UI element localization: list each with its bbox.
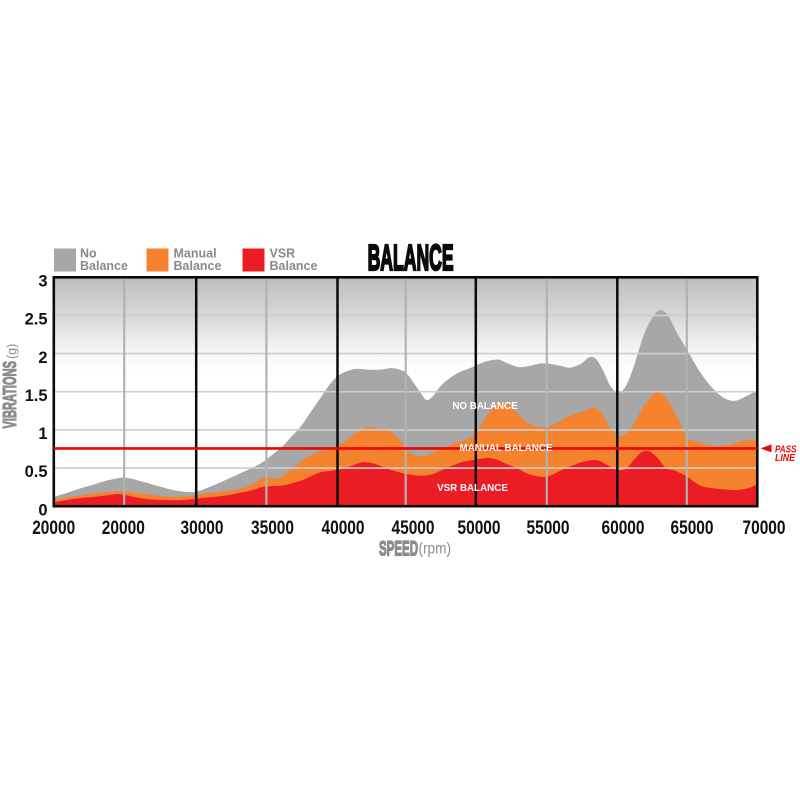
svg-text:SPEED: SPEED (379, 538, 418, 561)
svg-text:VSR BALANCE: VSR BALANCE (437, 483, 508, 494)
svg-text:VIBRATIONS: VIBRATIONS (0, 361, 20, 429)
svg-text:60000: 60000 (602, 518, 645, 539)
svg-text:NO BALANCE: NO BALANCE (452, 401, 518, 412)
svg-text:0: 0 (38, 501, 47, 519)
svg-text:45000: 45000 (392, 518, 435, 539)
svg-text:2: 2 (38, 349, 47, 367)
svg-text:40000: 40000 (322, 518, 365, 539)
svg-text:(rpm): (rpm) (419, 541, 452, 558)
svg-text:Balance: Balance (80, 259, 128, 273)
svg-text:VSR: VSR (270, 246, 296, 260)
svg-text:Balance: Balance (174, 259, 222, 273)
svg-text:1: 1 (38, 425, 47, 443)
svg-text:70000: 70000 (743, 518, 786, 539)
svg-text:2.5: 2.5 (25, 311, 48, 329)
svg-text:Manual: Manual (174, 246, 217, 260)
svg-text:65000: 65000 (671, 518, 714, 539)
svg-text:30000: 30000 (181, 518, 224, 539)
svg-text:(g): (g) (5, 344, 19, 359)
svg-text:20000: 20000 (102, 518, 145, 539)
svg-text:0.5: 0.5 (25, 463, 48, 481)
svg-text:MANUAL BALANCE: MANUAL BALANCE (460, 443, 553, 454)
svg-text:35000: 35000 (251, 518, 294, 539)
svg-text:PASS: PASS (775, 443, 797, 455)
svg-text:20000: 20000 (32, 518, 75, 539)
svg-text:LINE: LINE (775, 452, 796, 464)
svg-text:Balance: Balance (270, 259, 318, 273)
svg-text:No: No (80, 246, 97, 260)
svg-text:BALANCE: BALANCE (368, 237, 454, 278)
svg-text:3: 3 (38, 273, 47, 291)
svg-text:55000: 55000 (527, 518, 570, 539)
svg-text:1.5: 1.5 (25, 387, 48, 405)
svg-text:50000: 50000 (458, 518, 501, 539)
